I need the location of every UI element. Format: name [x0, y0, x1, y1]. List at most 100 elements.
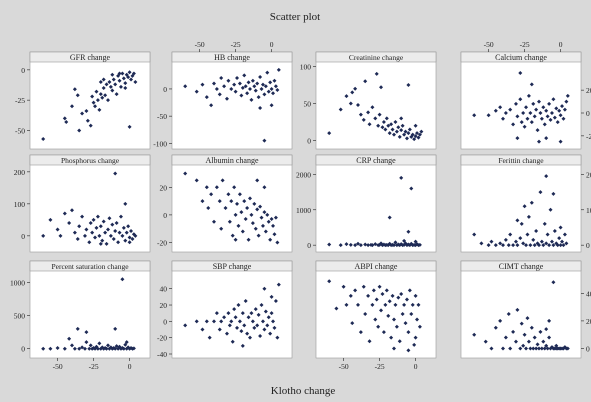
data-point [562, 107, 567, 112]
data-point [409, 312, 414, 316]
data-point [116, 240, 121, 245]
data-point [263, 84, 268, 89]
data-point [547, 101, 552, 106]
data-point [419, 129, 424, 134]
panel-header [460, 260, 582, 272]
data-point [373, 317, 378, 322]
data-point [240, 343, 245, 348]
data-point [518, 71, 523, 75]
panel-crp-change: CRP change 2000 1000 0 [296, 154, 437, 253]
panel-title: ABPI change [355, 262, 398, 271]
data-point [380, 125, 385, 130]
data-point [361, 117, 366, 122]
y-tick-label: 0 [586, 109, 590, 118]
data-point [239, 210, 244, 215]
data-point [367, 339, 372, 344]
y-tick-label: 0 [307, 137, 311, 146]
data-point [515, 114, 520, 119]
data-point [376, 123, 381, 128]
data-point [565, 346, 570, 351]
data-point [229, 86, 234, 91]
data-point [472, 113, 477, 118]
data-point [528, 346, 533, 351]
data-point [114, 92, 119, 97]
data-point [235, 325, 240, 330]
data-point [259, 86, 264, 91]
y-tick-label: -20 [586, 132, 591, 141]
data-point [366, 293, 371, 298]
data-point [250, 78, 255, 83]
data-point [230, 339, 235, 344]
data-point [513, 339, 518, 344]
data-point [113, 346, 118, 351]
data-point [217, 199, 222, 204]
data-point [552, 229, 557, 234]
x-tick-label: -50 [195, 40, 205, 49]
data-point [529, 325, 534, 330]
panel-title: Phosphorus change [61, 156, 120, 165]
data-point [120, 233, 125, 238]
data-point [534, 229, 539, 234]
data-point [541, 243, 546, 248]
data-point [402, 238, 407, 243]
data-point [77, 128, 82, 133]
data-point [126, 224, 131, 229]
data-point [248, 86, 252, 91]
data-point [252, 325, 257, 330]
data-point [413, 335, 418, 340]
data-point [255, 81, 260, 86]
data-point [113, 82, 118, 87]
data-point [84, 109, 89, 114]
data-point [227, 323, 232, 328]
y-tick-label: 100 [300, 62, 312, 71]
data-point [417, 324, 422, 329]
data-point [41, 233, 46, 238]
panel-percent-saturation-change: Percent saturation change 1000 500 0 -50 -25 0 [10, 260, 151, 371]
data-point [542, 122, 547, 127]
data-point [62, 211, 67, 216]
data-point [400, 312, 405, 316]
data-point [561, 243, 566, 248]
y-tick-label: 0 [21, 345, 25, 354]
data-point [209, 192, 214, 197]
data-point [256, 233, 261, 238]
panel-title: CRP change [356, 156, 396, 165]
y-tick-label: 1000 [10, 279, 25, 288]
data-point [214, 86, 219, 91]
data-point [547, 318, 552, 323]
data-point [489, 239, 494, 244]
data-point [413, 123, 418, 128]
data-point [486, 113, 491, 118]
y-tick-label: 20 [586, 317, 591, 326]
data-point [237, 319, 242, 324]
data-point [350, 321, 355, 326]
data-point [370, 302, 375, 307]
data-point [245, 331, 250, 336]
data-point [399, 292, 404, 296]
panel-title: Calcium change [495, 53, 547, 62]
data-point [472, 232, 477, 237]
data-point [389, 335, 394, 340]
data-point [406, 83, 411, 87]
panel-header [315, 154, 437, 166]
data-point [245, 206, 250, 210]
data-point [126, 75, 131, 80]
data-point [493, 243, 498, 248]
y-tick-label: 2000 [586, 170, 591, 179]
x-tick-label: -50 [53, 362, 63, 371]
data-point [239, 93, 244, 98]
data-point [127, 124, 132, 129]
data-point [111, 237, 116, 242]
data-point [94, 89, 99, 94]
data-point [58, 233, 63, 238]
data-point [532, 114, 537, 119]
data-point [350, 90, 355, 95]
data-point [389, 122, 394, 127]
data-point [242, 73, 247, 78]
data-point [226, 192, 231, 197]
data-point [353, 86, 358, 91]
data-point [88, 221, 93, 226]
y-tick-label: -25 [15, 96, 25, 105]
data-point [548, 117, 553, 122]
data-point [230, 233, 235, 238]
